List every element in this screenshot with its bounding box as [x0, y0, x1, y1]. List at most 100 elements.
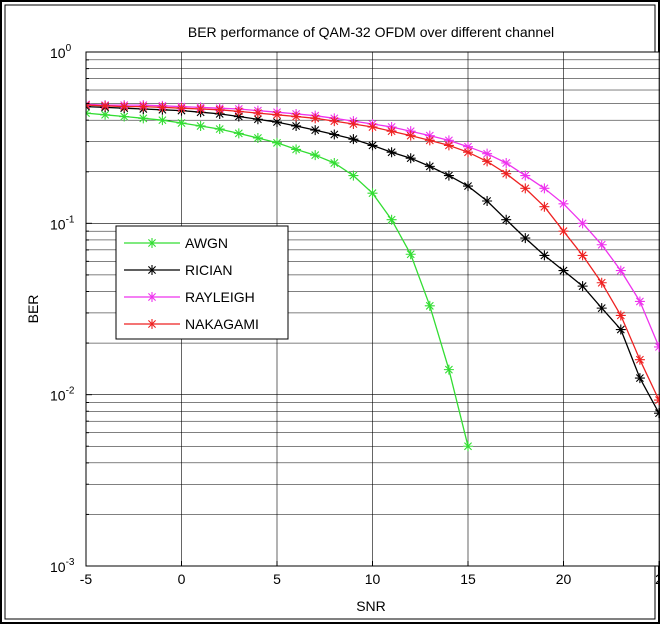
- data-point-awgn: [329, 157, 340, 168]
- y-tick-label: 100: [50, 43, 72, 61]
- data-point-rician: [233, 111, 244, 122]
- data-point-rician: [291, 120, 302, 131]
- y-tick-label: 10-3: [50, 557, 75, 575]
- data-point-rician: [501, 214, 512, 225]
- legend-marker-nakagami: [147, 319, 157, 329]
- data-point-rician: [615, 324, 626, 335]
- data-point-nakagami: [272, 109, 282, 120]
- data-point-rician: [348, 134, 359, 145]
- data-point-nakagami: [176, 103, 187, 114]
- data-point-awgn: [252, 132, 263, 143]
- x-tick-label: 20: [556, 571, 572, 587]
- data-point-awgn: [291, 144, 302, 155]
- data-point-rician: [252, 114, 263, 125]
- data-point-nakagami: [634, 354, 645, 365]
- chart-title: BER performance of QAM-32 OFDM over diff…: [188, 24, 554, 40]
- data-point-nakagami: [252, 108, 263, 119]
- data-point-awgn: [157, 115, 168, 126]
- data-point-nakagami: [539, 201, 550, 212]
- legend-marker-rician: [147, 265, 157, 275]
- data-point-rician: [405, 153, 416, 164]
- data-point-rayleigh: [615, 265, 626, 276]
- data-point-awgn: [463, 441, 473, 452]
- y-tick-labels: 100 10-1 10-2 10-3: [50, 43, 75, 575]
- data-point-rayleigh: [520, 170, 531, 181]
- legend-marker-rayleigh: [147, 292, 157, 302]
- data-point-nakagami: [119, 101, 130, 112]
- data-point-awgn: [386, 214, 397, 225]
- data-point-nakagami: [558, 226, 569, 237]
- data-point-rayleigh: [558, 198, 569, 209]
- legend-box: [115, 225, 289, 340]
- data-point-rician: [520, 233, 531, 244]
- data-point-nakagami: [463, 147, 473, 158]
- data-point-rayleigh: [596, 239, 607, 250]
- y-axis-label: BER: [25, 295, 41, 324]
- legend-label-rayleigh: RAYLEIGH: [185, 289, 255, 305]
- data-point-rician: [654, 408, 660, 419]
- data-point-nakagami: [348, 118, 359, 129]
- data-point-rayleigh: [634, 296, 645, 307]
- data-point-nakagami: [329, 116, 340, 127]
- data-point-nakagami: [615, 310, 626, 321]
- data-point-awgn: [405, 249, 416, 260]
- legend-label-awgn: AWGN: [185, 235, 228, 251]
- data-point-rayleigh: [577, 218, 588, 229]
- legend-label-nakagami: NAKAGAMI: [185, 316, 259, 332]
- data-point-rayleigh: [443, 135, 454, 146]
- data-point-awgn: [195, 120, 206, 131]
- data-point-awgn: [176, 118, 187, 129]
- x-tick-label: 2: [655, 571, 660, 587]
- data-point-rician: [310, 125, 321, 136]
- series-nakagami: [86, 100, 660, 406]
- data-point-nakagami: [596, 277, 607, 288]
- data-point-awgn: [310, 150, 321, 161]
- data-point-nakagami: [157, 102, 168, 113]
- data-point-rician: [539, 250, 550, 261]
- data-point-rician: [367, 140, 378, 151]
- x-tick-label: 0: [178, 571, 186, 587]
- legend-label-rician: RICIAN: [185, 262, 232, 278]
- data-point-awgn: [100, 109, 111, 120]
- data-point-rician: [386, 147, 397, 158]
- x-tick-label: -5: [80, 571, 93, 587]
- data-point-nakagami: [214, 104, 225, 115]
- legend-marker-awgn: [147, 238, 157, 248]
- data-point-rayleigh: [539, 183, 550, 194]
- data-point-nakagami: [424, 135, 435, 146]
- x-tick-label: 15: [460, 571, 476, 587]
- x-tick-label: 10: [365, 571, 381, 587]
- legend: AWGN RICIAN RAYLEIGH NAKAGAMI: [115, 225, 289, 340]
- data-point-rician: [272, 117, 282, 128]
- data-point-awgn: [443, 364, 454, 375]
- data-point-rician: [482, 196, 493, 207]
- data-point-nakagami: [291, 111, 302, 122]
- data-point-awgn: [272, 137, 282, 148]
- x-tick-label: 5: [273, 571, 281, 587]
- data-point-awgn: [138, 113, 149, 124]
- data-point-nakagami: [654, 395, 660, 406]
- data-point-nakagami: [520, 183, 531, 194]
- data-point-nakagami: [386, 126, 397, 137]
- x-axis-label: SNR: [356, 598, 386, 614]
- data-point-rician: [463, 181, 473, 192]
- data-point-awgn: [367, 188, 378, 199]
- y-tick-label: 10-2: [50, 386, 75, 404]
- data-point-nakagami: [501, 168, 512, 179]
- data-point-rician: [577, 281, 588, 292]
- data-point-awgn: [119, 111, 130, 122]
- data-point-rician: [596, 303, 607, 314]
- data-point-rayleigh: [501, 157, 512, 168]
- data-point-rician: [424, 161, 435, 172]
- data-point-rayleigh: [482, 148, 493, 159]
- data-point-nakagami: [310, 113, 321, 124]
- data-point-nakagami: [195, 103, 206, 114]
- data-point-nakagami: [100, 100, 111, 111]
- x-tick-labels: -5 0 5 10 15 20 2: [80, 571, 660, 587]
- axis-ticks: [85, 59, 660, 566]
- data-point-nakagami: [482, 156, 493, 167]
- data-point-awgn: [424, 300, 435, 311]
- series-awgn: [86, 108, 473, 452]
